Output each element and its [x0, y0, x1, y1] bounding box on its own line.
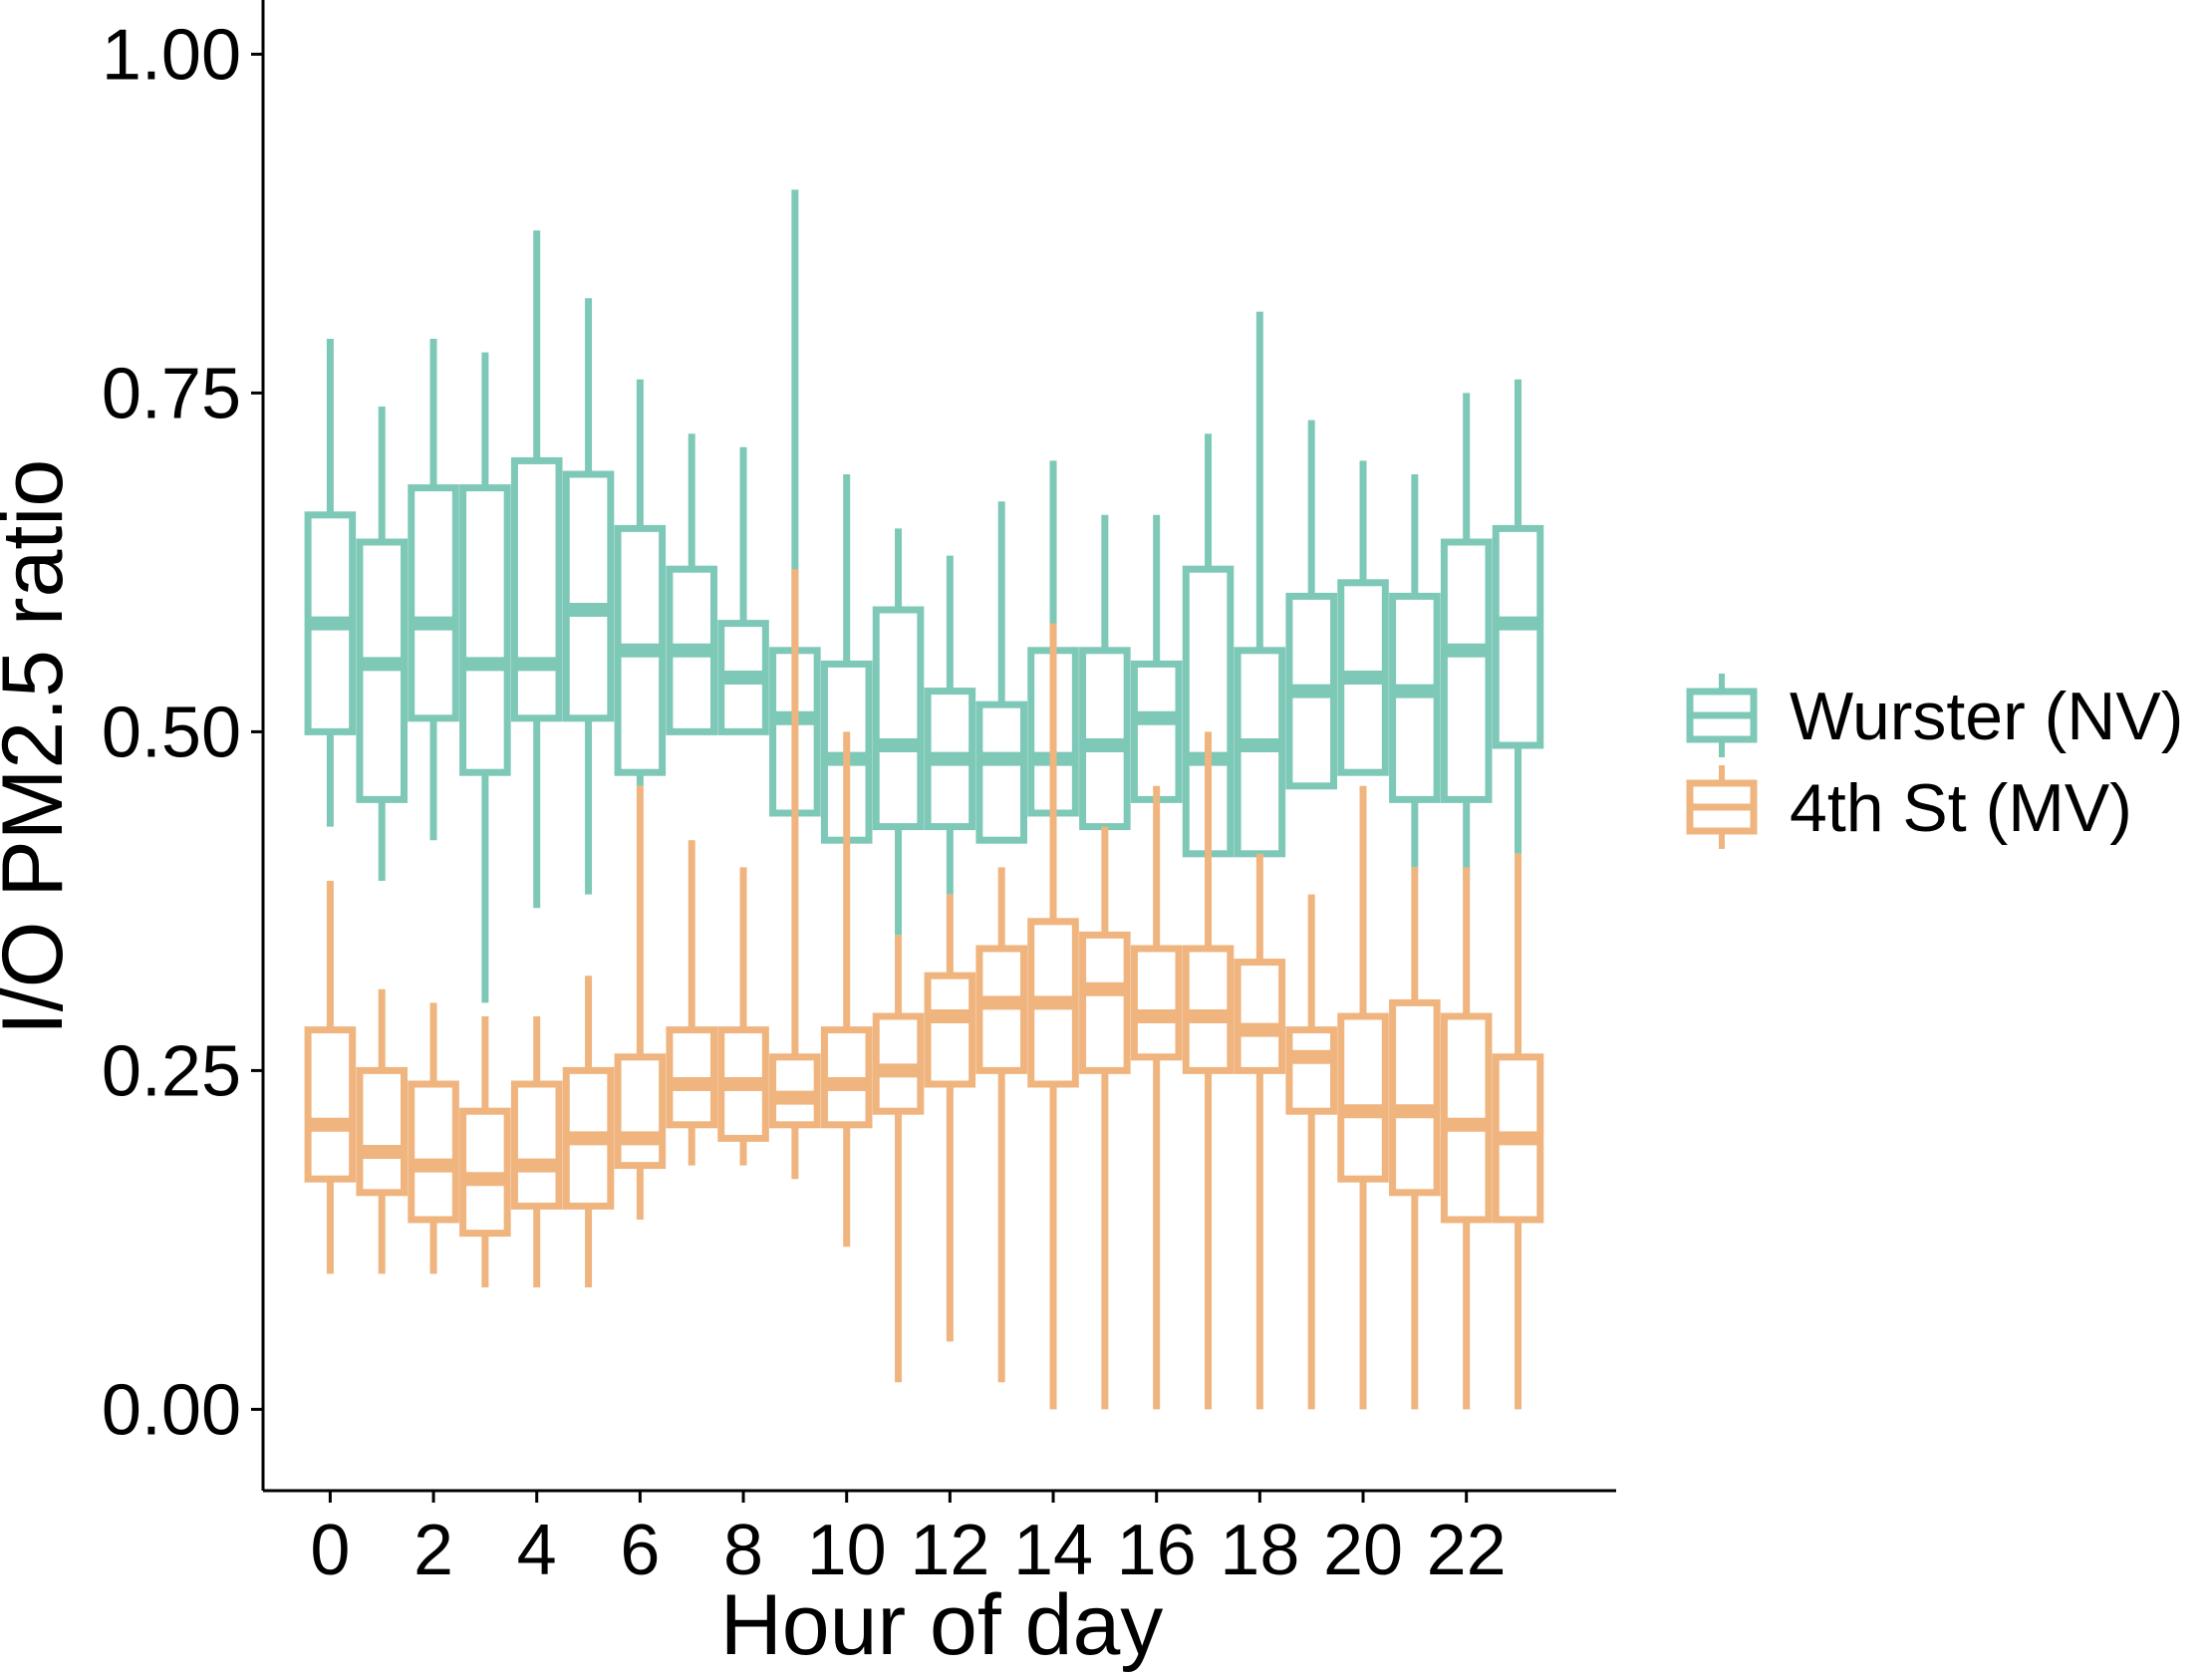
box-1-hour-2: [408, 1002, 459, 1274]
iqr-box: [510, 456, 563, 722]
iqr-box: [614, 1053, 667, 1170]
box-1-hour-21: [1389, 867, 1441, 1410]
box-1-hour-12: [924, 894, 976, 1342]
iqr-box: [1234, 959, 1286, 1074]
iqr-box: [1440, 538, 1493, 803]
x-tick-label: 10: [807, 1511, 887, 1590]
box-0-hour-12: [924, 555, 976, 895]
box-0-hour-16: [1130, 514, 1183, 803]
iqr-box: [1285, 1026, 1337, 1115]
box-0-hour-1: [356, 407, 409, 881]
axes: 0.00 0.25 0.50 0.75 1.00 0 2 4 6 8 10 12 14 16 18 20 22: [102, 0, 1616, 1590]
iqr-box: [408, 484, 459, 722]
box-0-hour-6: [614, 379, 667, 786]
iqr-box: [975, 700, 1027, 844]
plot-area: [304, 189, 1544, 1410]
iqr-box: [510, 1080, 563, 1210]
iqr-box: [1130, 945, 1183, 1061]
y-tick-label: 0.75: [102, 354, 241, 433]
box-1-hour-14: [1027, 623, 1079, 1410]
box-1-hour-20: [1337, 785, 1389, 1410]
box-1-hour-19: [1285, 894, 1337, 1410]
box-0-hour-8: [717, 446, 769, 735]
box-1-hour-4: [510, 1016, 563, 1287]
box-1-hour-11: [872, 935, 925, 1383]
legend-label: Wurster (NV): [1790, 679, 2183, 754]
box-0-hour-21: [1389, 474, 1441, 868]
iqr-box: [356, 1066, 409, 1197]
box-1-hour-5: [562, 976, 615, 1287]
box-0-hour-2: [408, 339, 459, 841]
box-0-hour-23: [1492, 379, 1544, 854]
box-0-hour-19: [1285, 419, 1337, 790]
iqr-box: [459, 484, 511, 776]
x-tick-label: 20: [1323, 1511, 1403, 1590]
legend: Wurster (NV) 4th St (MV): [1686, 674, 2183, 849]
box-0-hour-20: [1337, 460, 1389, 776]
x-axis-title: Hour of day: [720, 1577, 1164, 1673]
y-tick-label: 0.00: [102, 1370, 241, 1450]
box-1-hour-1: [356, 988, 409, 1274]
iqr-box: [1389, 998, 1441, 1197]
box-1-hour-0: [304, 881, 357, 1274]
box-1-hour-7: [666, 840, 717, 1166]
box-1-hour-15: [1079, 826, 1131, 1410]
legend-label: 4th St (MV): [1790, 770, 2132, 846]
box-0-hour-22: [1440, 393, 1493, 881]
iqr-box: [304, 1026, 357, 1183]
x-tick-label: 14: [1013, 1511, 1093, 1590]
iqr-box: [1130, 660, 1183, 803]
x-tick-label: 16: [1117, 1511, 1197, 1590]
iqr-box: [1492, 524, 1544, 749]
iqr-box: [562, 470, 615, 722]
x-tick-label: 12: [910, 1511, 989, 1590]
box-0-hour-18: [1234, 311, 1286, 858]
box-1-hour-10: [820, 731, 873, 1248]
y-tick-label: 0.50: [102, 693, 241, 772]
box-1-hour-23: [1492, 853, 1544, 1410]
box-1-hour-3: [459, 1016, 511, 1287]
iqr-box: [1079, 931, 1131, 1074]
box-1-hour-22: [1440, 867, 1493, 1410]
iqr-box: [924, 972, 976, 1088]
x-tick-label: 4: [517, 1511, 557, 1590]
box-1-hour-9: [769, 569, 821, 1180]
iqr-box: [1337, 1012, 1389, 1183]
series-1: [304, 569, 1544, 1410]
y-tick-label: 1.00: [102, 15, 241, 95]
x-tick-label: 22: [1427, 1511, 1507, 1590]
x-tick-label: 6: [620, 1511, 660, 1590]
y-tick-label: 0.25: [102, 1031, 241, 1111]
box-1-hour-13: [975, 867, 1027, 1383]
box-0-hour-11: [872, 528, 925, 936]
box-0-hour-4: [510, 230, 563, 909]
box-0-hour-3: [459, 352, 511, 1003]
iqr-box: [872, 606, 925, 831]
box-0-hour-5: [562, 298, 615, 895]
box-1-hour-6: [614, 785, 667, 1220]
box-1-hour-18: [1234, 853, 1286, 1410]
box-1-hour-8: [717, 867, 769, 1166]
x-tick-label: 8: [723, 1511, 763, 1590]
box-1-hour-16: [1130, 785, 1183, 1410]
iqr-box: [408, 1080, 459, 1224]
legend-item-1: 4th St (MV): [1686, 765, 2132, 849]
box-0-hour-15: [1079, 514, 1131, 831]
legend-item-0: Wurster (NV): [1686, 674, 2183, 757]
box-1-hour-17: [1182, 731, 1235, 1410]
y-axis-title: I/O PM2.5 ratio: [0, 459, 81, 1035]
box-0-hour-13: [975, 501, 1027, 844]
x-tick-label: 0: [310, 1511, 350, 1590]
series-0: [304, 189, 1544, 1003]
x-tick-label: 2: [414, 1511, 453, 1590]
box-0-hour-7: [666, 433, 717, 735]
x-tick-label: 18: [1220, 1511, 1299, 1590]
box-0-hour-0: [304, 339, 357, 827]
